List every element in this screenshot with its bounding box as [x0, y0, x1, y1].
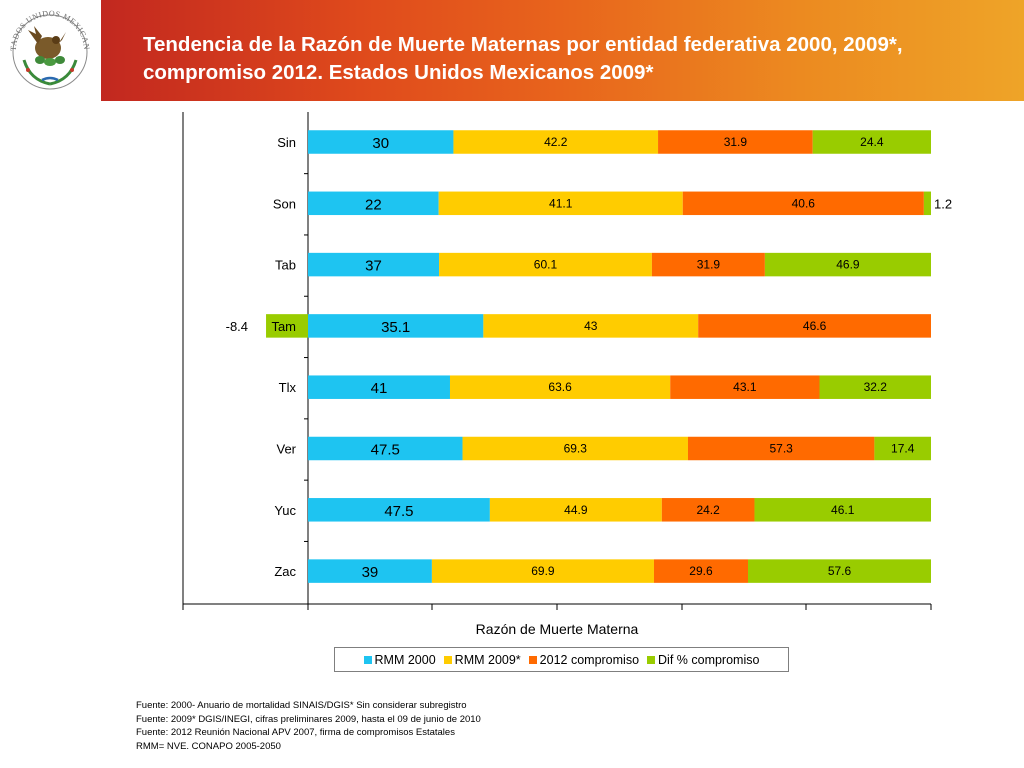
bar-yuc-series-0	[308, 498, 490, 522]
bar-tab-series-3	[764, 252, 931, 277]
data-label-tab-series-2: 31.9	[697, 258, 721, 272]
data-label-son-series-2: 40.6	[792, 196, 816, 210]
legend-item-0: RMM 2000	[363, 652, 436, 667]
bar-tab-series-1	[439, 252, 652, 277]
data-label-zac-series-0: 39	[362, 564, 379, 581]
bar-zac-series-3	[748, 559, 931, 583]
source-notes: Fuente: 2000- Anuario de mortalidad SINA…	[136, 699, 481, 753]
bar-ver-series-2	[687, 436, 875, 461]
data-label-tam-series-1: 43	[584, 319, 598, 333]
bar-tlx-series-3	[819, 375, 931, 399]
bar-tam-series-2	[698, 314, 931, 338]
bar-zac-series-2	[653, 559, 749, 583]
data-label-sin-series-0: 30	[372, 135, 389, 152]
bar-sin-series-3	[812, 130, 931, 154]
stacked-bar-chart: 30 42.2 31.9 24.4 Sin 22 41.1 40.6 1.2 Son 37 60.1 3…	[182, 112, 952, 637]
bar-zac-series-0	[308, 559, 432, 583]
page-title: Tendencia de la Razón de Muerte Maternas…	[143, 33, 903, 84]
data-label-tab-series-1: 60.1	[534, 258, 558, 272]
legend-item-3: Dif % compromiso	[647, 653, 759, 667]
data-label-zac-series-2: 29.6	[689, 564, 713, 578]
legend-label-1: RMM 2009*	[454, 652, 521, 667]
bar-tlx-series-0	[308, 375, 450, 399]
logo-panel: ESTADOS UNIDOS MEXICANOS	[0, 0, 101, 101]
legend-swatch-1	[443, 655, 452, 664]
data-label-zac-series-1: 69.9	[531, 564, 555, 578]
legend-label-0: RMM 2000	[374, 652, 436, 667]
bar-son-series-3	[923, 191, 931, 216]
data-label-tlx-series-2: 43.1	[733, 380, 757, 394]
data-label-tlx-series-1: 63.6	[548, 380, 572, 394]
bar-tam-series-3	[266, 314, 308, 338]
data-label-son-series-3: 1.2	[934, 196, 952, 211]
source-note-0: Fuente: 2000- Anuario de mortalidad SINA…	[136, 700, 467, 711]
data-label-sin-series-2: 31.9	[724, 135, 748, 149]
source-note-3: RMM= NVE. CONAPO 2005-2050	[136, 740, 281, 752]
data-label-son-series-1: 41.1	[549, 196, 573, 210]
category-label-yuc: Yuc	[274, 503, 296, 518]
legend-label-3: Dif % compromiso	[658, 652, 760, 667]
bar-tam-series-1	[483, 314, 699, 338]
data-label-ver-series-2: 57.3	[770, 442, 794, 456]
data-label-tab-series-0: 37	[365, 258, 382, 275]
category-label-son: Son	[273, 196, 296, 211]
source-note-2: Fuente: 2012 Reunión Nacional APV 2007, …	[136, 727, 455, 738]
bar-son-series-2	[682, 191, 924, 216]
bar-ver-series-0	[308, 436, 463, 461]
data-label-yuc-series-0: 47.5	[384, 503, 413, 520]
category-label-tlx: Tlx	[279, 380, 297, 395]
data-label-sin-series-1: 42.2	[544, 135, 568, 149]
data-label-tam-series-3: -8.4	[226, 319, 248, 334]
bar-son-series-0	[308, 191, 439, 216]
bar-sin-series-2	[658, 130, 813, 154]
category-label-tab: Tab	[275, 258, 296, 273]
data-label-yuc-series-2: 24.2	[696, 503, 720, 517]
bar-yuc-series-1	[489, 498, 662, 522]
legend-label-2: 2012 compromiso	[539, 652, 640, 667]
national-seal-logo: ESTADOS UNIDOS MEXICANOS	[0, 0, 91, 90]
bar-tab-series-2	[651, 252, 765, 277]
chart-legend: RMM 2000 RMM 2009* 2012 compromiso Dif % co…	[334, 647, 789, 672]
source-note-1: Fuente: 2009* DGIS/INEGI, cifras prelimi…	[136, 713, 481, 725]
data-label-sin-series-3: 24.4	[860, 135, 884, 149]
bar-sin-series-0	[308, 130, 454, 154]
category-label-ver: Ver	[276, 442, 296, 457]
legend-swatch-3	[647, 655, 656, 664]
data-label-tlx-series-3: 32.2	[864, 380, 888, 394]
bar-zac-series-1	[431, 559, 654, 583]
legend-swatch-0	[363, 655, 372, 664]
header-banner: ESTADOS UNIDOS MEXICANOS Tendencia de la…	[0, 0, 1024, 101]
data-label-tam-series-2: 46.6	[803, 319, 827, 333]
bar-son-series-1	[438, 191, 683, 216]
bar-yuc-series-2	[661, 498, 755, 522]
bar-tlx-series-1	[449, 375, 671, 399]
data-label-yuc-series-3: 46.1	[831, 503, 855, 517]
data-label-tlx-series-0: 41	[371, 380, 388, 397]
bar-ver-series-1	[462, 436, 688, 461]
bar-yuc-series-3	[754, 498, 931, 522]
category-label-tam: Tam	[271, 319, 296, 334]
category-label-sin: Sin	[277, 135, 296, 150]
bar-tab-series-0	[308, 252, 440, 277]
bar-tam-series-0	[308, 314, 484, 338]
data-label-ver-series-0: 47.5	[371, 442, 400, 459]
data-label-ver-series-3: 17.4	[891, 442, 915, 456]
bar-ver-series-3	[874, 436, 931, 461]
legend-item-1: RMM 2009*	[443, 652, 521, 667]
data-label-yuc-series-1: 44.9	[564, 503, 588, 517]
category-label-zac: Zac	[274, 564, 296, 579]
legend-item-2: 2012 compromiso	[528, 652, 640, 667]
data-label-ver-series-1: 69.3	[564, 442, 588, 456]
data-label-son-series-0: 22	[365, 196, 382, 213]
bar-sin-series-1	[453, 130, 659, 154]
data-label-zac-series-3: 57.6	[828, 564, 852, 578]
data-label-tab-series-3: 46.9	[836, 258, 860, 272]
data-label-tam-series-0: 35.1	[381, 319, 410, 336]
x-axis-title: Razón de Muerte Materna	[476, 621, 639, 637]
bar-tlx-series-2	[670, 375, 820, 399]
legend-swatch-2	[528, 655, 537, 664]
